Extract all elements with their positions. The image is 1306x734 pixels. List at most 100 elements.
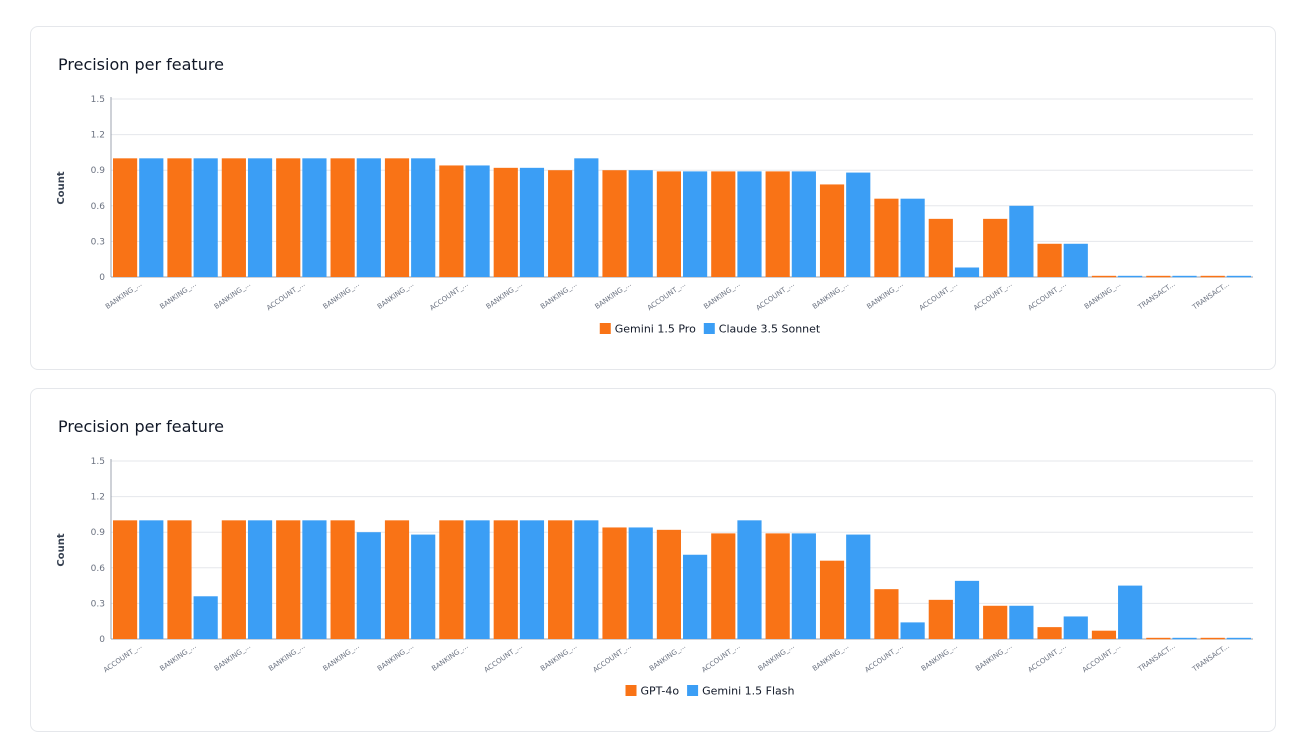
bar-series-1[interactable] [384, 520, 410, 639]
bar-series-1[interactable] [1146, 637, 1171, 640]
bar-series-2[interactable] [247, 520, 273, 639]
bar-series-2[interactable] [139, 520, 164, 639]
x-tick-label: ACCOUNT_... [700, 642, 741, 674]
bar-series-2[interactable] [356, 532, 381, 639]
bar-series-1[interactable] [276, 158, 301, 277]
bar-series-2[interactable] [954, 267, 980, 277]
bar-series-1[interactable] [1037, 243, 1062, 277]
bar-series-2[interactable] [574, 520, 599, 639]
bar-series-2[interactable] [574, 158, 599, 277]
bar-series-1[interactable] [602, 527, 627, 639]
bar-series-1[interactable] [384, 158, 410, 277]
bar-series-1[interactable] [711, 533, 736, 639]
bar-series-2[interactable] [1118, 275, 1143, 278]
bar-series-2[interactable] [302, 520, 327, 639]
bar-series-2[interactable] [900, 622, 925, 639]
bar-series-1[interactable] [493, 520, 518, 639]
bar-series-2[interactable] [628, 527, 653, 639]
legend-item[interactable]: Claude 3.5 Sonnet [703, 323, 821, 336]
bar-series-1[interactable] [983, 218, 1008, 277]
bar-series-2[interactable] [411, 534, 436, 639]
bar-series-1[interactable] [874, 198, 899, 277]
bar-series-2[interactable] [737, 171, 762, 277]
bar-series-2[interactable] [1009, 605, 1034, 639]
x-tick-label: BANKING_... [648, 642, 687, 673]
bar-series-2[interactable] [791, 533, 816, 639]
bar-series-2[interactable] [1172, 275, 1197, 278]
bar-series-1[interactable] [1091, 630, 1117, 639]
bar-series-1[interactable] [221, 158, 246, 277]
x-tick-label: BANKING_... [811, 642, 850, 673]
legend: GPT-4o Gemini 1.5 Flash [625, 685, 795, 698]
x-tick-label: BANKING_... [594, 280, 633, 311]
bar-series-1[interactable] [1200, 637, 1225, 640]
bar-series-1[interactable] [928, 599, 953, 639]
bar-series-2[interactable] [302, 158, 327, 277]
bar-series-1[interactable] [602, 170, 627, 277]
bar-series-1[interactable] [493, 167, 518, 277]
bar-series-2[interactable] [1226, 275, 1251, 278]
bar-series-1[interactable] [548, 520, 573, 639]
bar-series-1[interactable] [765, 533, 790, 639]
bar-series-2[interactable] [193, 158, 218, 277]
bar-series-1[interactable] [113, 158, 138, 277]
bar-series-1[interactable] [1091, 275, 1117, 278]
y-tick-label: 1.5 [91, 95, 105, 105]
bar-series-2[interactable] [465, 520, 490, 639]
bar-series-2[interactable] [1226, 637, 1251, 640]
bar-series-2[interactable] [628, 170, 653, 277]
legend-item[interactable]: Gemini 1.5 Flash [687, 685, 795, 698]
bar-series-1[interactable] [656, 171, 681, 277]
bar-series-1[interactable] [439, 165, 464, 277]
bar-series-1[interactable] [1200, 275, 1225, 278]
bar-series-2[interactable] [846, 534, 871, 639]
bar-series-2[interactable] [846, 172, 871, 277]
bar-series-1[interactable] [1146, 275, 1171, 278]
bar-series-1[interactable] [221, 520, 246, 639]
bar-series-1[interactable] [167, 158, 192, 277]
bar-series-1[interactable] [765, 171, 790, 277]
x-tick-label: BANKING_... [322, 280, 361, 311]
bar-series-2[interactable] [737, 520, 762, 639]
bar-series-1[interactable] [928, 218, 953, 277]
bar-series-2[interactable] [1063, 243, 1088, 277]
bar-series-2[interactable] [954, 580, 980, 639]
bar-series-1[interactable] [819, 184, 845, 277]
bar-series-1[interactable] [983, 605, 1008, 639]
bar-series-1[interactable] [167, 520, 192, 639]
bar-series-1[interactable] [113, 520, 138, 639]
legend-item[interactable]: Gemini 1.5 Pro [599, 323, 696, 336]
bar-series-1[interactable] [548, 170, 573, 277]
bar-series-2[interactable] [356, 158, 381, 277]
legend-item[interactable]: GPT-4o [625, 685, 680, 698]
bar-series-2[interactable] [519, 167, 545, 277]
bar-series-2[interactable] [139, 158, 164, 277]
bar-series-1[interactable] [711, 171, 736, 277]
bar-series-2[interactable] [1118, 585, 1143, 639]
bar-series-2[interactable] [519, 520, 545, 639]
bar-series-1[interactable] [656, 529, 681, 639]
x-tick-label: BANKING_... [267, 642, 306, 673]
y-tick-label: 1.5 [91, 457, 105, 467]
bar-series-1[interactable] [330, 158, 355, 277]
bar-series-2[interactable] [411, 158, 436, 277]
bar-series-1[interactable] [819, 560, 845, 639]
bar-series-2[interactable] [1009, 205, 1034, 277]
x-tick-label: TRANSACT... [1136, 642, 1177, 674]
bar-series-1[interactable] [1037, 627, 1062, 639]
x-tick-label: ACCOUNT_... [428, 280, 469, 312]
bar-series-2[interactable] [193, 596, 218, 639]
bar-series-1[interactable] [874, 589, 899, 639]
bar-series-1[interactable] [439, 520, 464, 639]
x-tick-label: BANKING_... [539, 642, 578, 673]
bar-series-2[interactable] [465, 165, 490, 277]
bar-series-2[interactable] [791, 171, 816, 277]
bar-series-2[interactable] [900, 198, 925, 277]
bar-series-2[interactable] [1172, 637, 1197, 640]
bar-series-2[interactable] [1063, 616, 1088, 639]
bar-series-2[interactable] [683, 554, 708, 639]
bar-series-2[interactable] [247, 158, 273, 277]
bar-series-1[interactable] [276, 520, 301, 639]
bar-series-2[interactable] [683, 171, 708, 277]
bar-series-1[interactable] [330, 520, 355, 639]
